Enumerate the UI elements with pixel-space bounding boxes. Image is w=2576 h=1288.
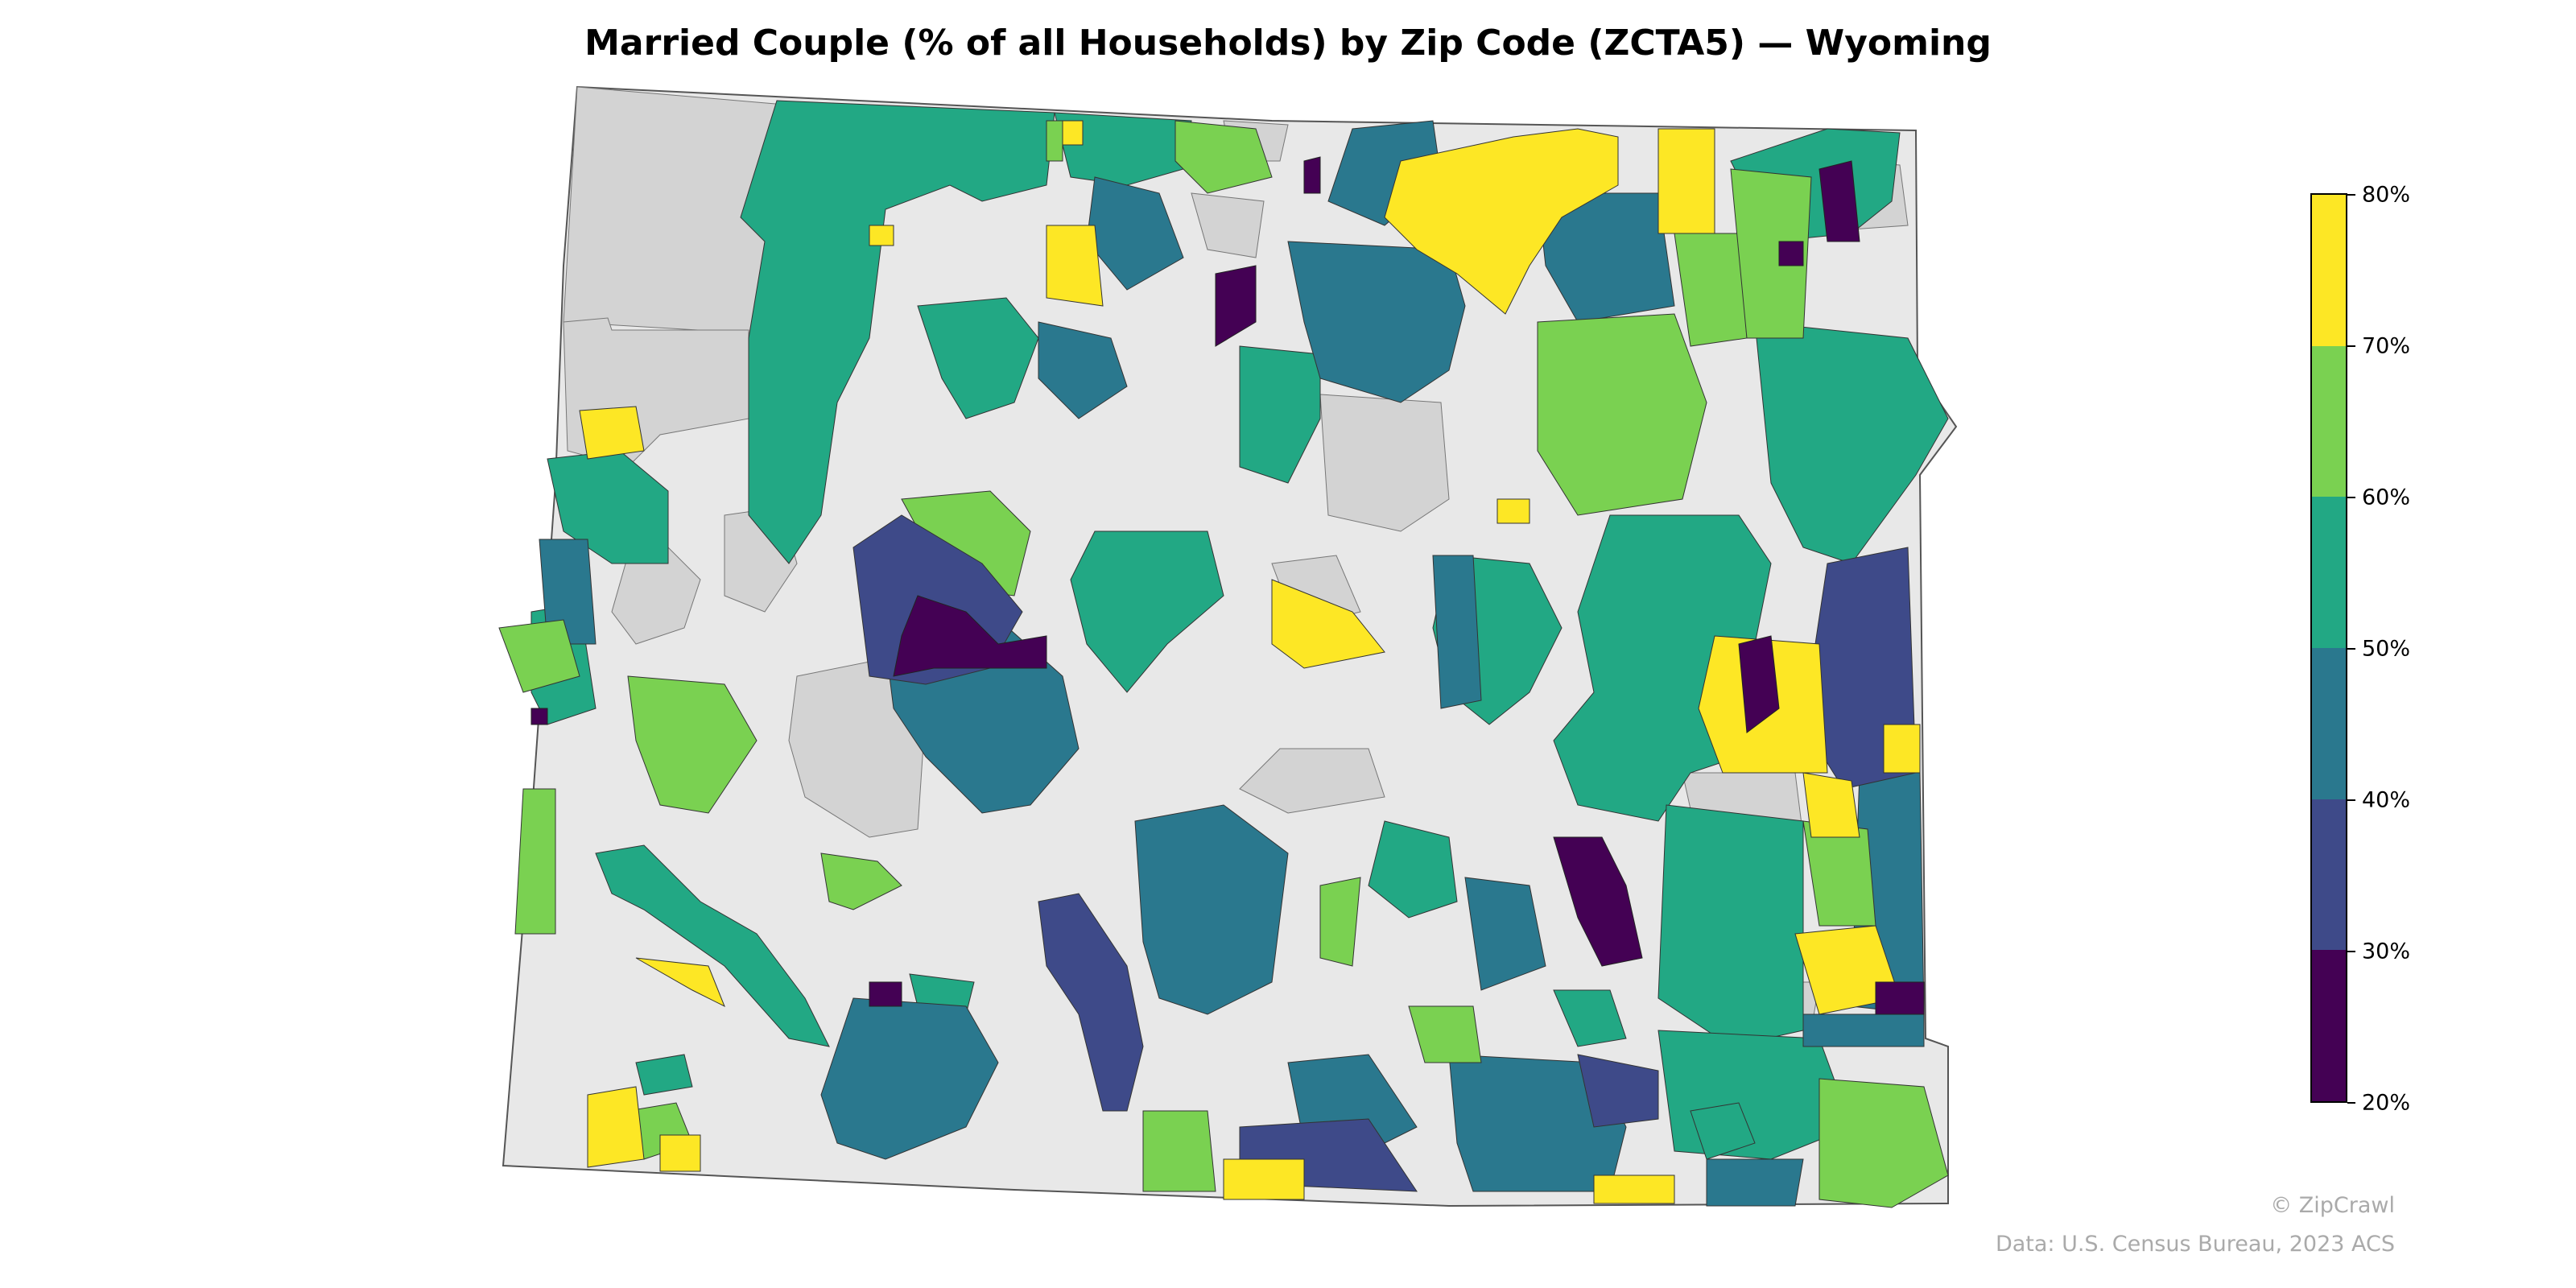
colorbar-tick: [2347, 1102, 2355, 1104]
brand-credit: © ZipCrawl: [2270, 1193, 2395, 1218]
colorbar-label: 30%: [2362, 939, 2411, 964]
colorbar-bin-30-40: [2312, 799, 2346, 951]
colorbar-label: 70%: [2362, 333, 2411, 359]
colorbar-bin-50-60: [2312, 497, 2346, 648]
colorbar-label: 50%: [2362, 636, 2411, 662]
colorbar-label: 60%: [2362, 485, 2411, 510]
colorbar-label: 40%: [2362, 787, 2411, 813]
map-title: Married Couple (% of all Households) by …: [584, 23, 1992, 64]
data-source-credit: Data: U.S. Census Bureau, 2023 ACS: [1995, 1232, 2395, 1257]
colorbar-label: 80%: [2362, 182, 2411, 208]
gray-regions: [563, 86, 1909, 1128]
colorbar-bin-40-50: [2312, 647, 2346, 799]
colorbar-tick: [2347, 648, 2355, 650]
bin-20-30: [530, 156, 1925, 1015]
colorbar-tick: [2347, 345, 2355, 347]
colorbar-bin-60-70: [2312, 345, 2346, 497]
bin-50-60: [530, 100, 1949, 1160]
colorbar-bin-70-80: [2312, 194, 2346, 346]
colorbar-label: 20%: [2362, 1090, 2411, 1116]
colorbar-tick: [2347, 951, 2355, 952]
colorbar-tick: [2347, 799, 2355, 801]
bin-40-50: [539, 120, 1925, 1207]
colorbar: [2310, 193, 2347, 1103]
colorbar-bin-20-30: [2312, 950, 2346, 1101]
colorbar-tick: [2347, 194, 2355, 196]
colorbar-tick: [2347, 497, 2355, 498]
bin-60-70: [498, 120, 1949, 1208]
